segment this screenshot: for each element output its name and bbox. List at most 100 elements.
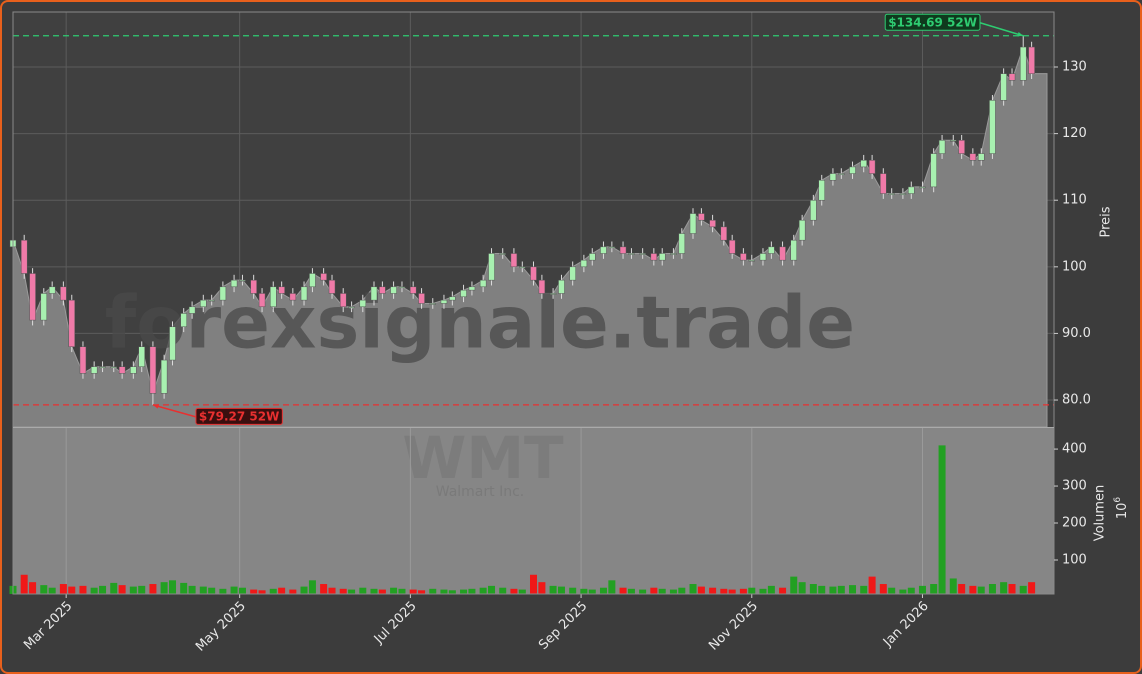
candle-body (728, 239, 736, 254)
volume-bar (289, 589, 297, 594)
candle-body (409, 286, 417, 294)
candle-body (740, 253, 747, 261)
candle-body (989, 100, 996, 154)
volume-bar (879, 584, 887, 594)
candle-body (208, 299, 215, 302)
candle-body (68, 299, 76, 347)
volume-axis-label: Volumen (1093, 485, 1108, 542)
volume-bar (59, 584, 67, 594)
candle-body (790, 239, 797, 261)
volume-bar (250, 589, 258, 594)
volume-bar (339, 588, 347, 594)
volume-bar (510, 588, 518, 594)
volume-bar (518, 589, 526, 594)
candle-body (289, 293, 297, 301)
volume-bar (308, 580, 316, 594)
candle-body (720, 226, 728, 241)
candle-body (348, 306, 355, 309)
volume-bar (650, 587, 658, 594)
candle-body (29, 273, 36, 321)
candle-body (950, 140, 957, 142)
volume-bar (138, 585, 146, 594)
volume-bar (779, 587, 787, 594)
candle-body (1008, 73, 1016, 81)
volume-bar (230, 586, 238, 594)
volume-bar (40, 585, 48, 594)
candle-body (200, 299, 207, 308)
volume-bar (569, 587, 577, 594)
volume-bar (29, 582, 37, 594)
candle-body (580, 259, 588, 268)
volume-bar (219, 588, 227, 594)
candle-body (339, 293, 347, 308)
volume-bar (728, 589, 736, 594)
candle-body (359, 299, 367, 308)
volume-bar (697, 586, 705, 594)
candle-body (219, 286, 227, 301)
volume-bar (110, 582, 118, 594)
volume-bar (359, 587, 367, 594)
volume-bar (759, 588, 767, 594)
candle-body (79, 346, 87, 374)
volume-bar (790, 576, 798, 594)
candle-body (608, 246, 616, 249)
candle-body (418, 293, 425, 304)
volume-bar (930, 584, 938, 594)
candle-body (48, 286, 56, 294)
candle-body (930, 153, 937, 188)
volume-bar (48, 587, 56, 594)
x-tick-label: May 2025 (193, 599, 249, 655)
candle-body (390, 286, 397, 294)
candle-body (779, 246, 786, 261)
volume-bar (180, 582, 188, 594)
candle-body (888, 193, 895, 195)
volume-bar (1000, 582, 1008, 594)
candle-body (849, 166, 856, 174)
candle-body (908, 186, 915, 194)
volume-bar (557, 586, 565, 594)
candle-body (449, 296, 456, 301)
volume-bar (709, 587, 717, 594)
candle-body (169, 326, 176, 361)
candle-body (99, 366, 106, 368)
volume-tick-label: 300 (1062, 479, 1087, 494)
volume-bar (1008, 584, 1016, 594)
annotation-label: $79.27 52W (199, 409, 279, 423)
volume-bar (658, 588, 666, 594)
candle-body (328, 279, 336, 294)
candle-body (969, 153, 977, 161)
volume-bar (639, 589, 647, 594)
candle-body (698, 213, 705, 221)
candle-body (468, 286, 476, 291)
volume-bar (988, 584, 996, 594)
candle-body (1019, 46, 1027, 81)
candle-body (90, 366, 98, 374)
candle-body (558, 279, 565, 294)
candle-body (530, 266, 537, 281)
candle-body (600, 246, 607, 254)
volume-bar (860, 585, 868, 594)
volume-bar (160, 582, 168, 594)
volume-bar (669, 589, 677, 594)
y-tick-label: 100 (1062, 259, 1087, 274)
volume-bar (938, 445, 946, 594)
candle-body (250, 279, 257, 294)
y-tick-label: 90.0 (1062, 326, 1091, 341)
candle-body (370, 286, 378, 301)
candle-body (60, 286, 67, 301)
volume-tick-label: 100 (1062, 552, 1087, 567)
volume-bar (320, 584, 328, 594)
watermark-site: forexsignale.trade (105, 281, 855, 365)
volume-bar (398, 588, 406, 594)
candle-body (379, 286, 386, 294)
candle-body (709, 219, 716, 228)
volume-bar (348, 589, 356, 594)
volume-bar (977, 586, 985, 594)
candle-body (278, 286, 285, 294)
volume-bar (1019, 585, 1027, 594)
candle-body (589, 253, 596, 261)
candle-body (938, 140, 946, 154)
annotation-arrow (979, 22, 1024, 37)
candle-body (320, 273, 327, 281)
